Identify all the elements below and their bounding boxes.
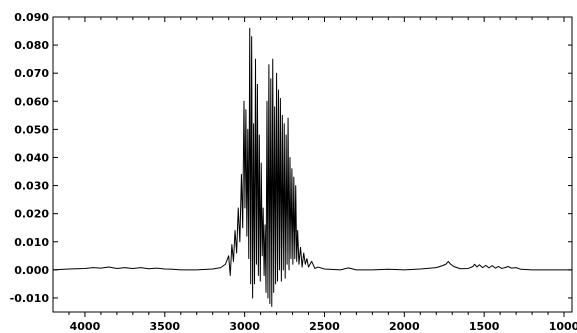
series-layer [52,27,572,307]
y-tick-label: 0.000 [14,264,49,277]
y-tick-label: 0.060 [14,95,49,108]
y-tick-label: -0.010 [10,292,50,305]
y-tick-label: 0.050 [14,123,49,136]
x-tick-label: 2000 [389,320,420,333]
x-tick-label: 3000 [229,320,260,333]
x-tick-label: 2500 [309,320,340,333]
y-tick-label: 0.080 [14,39,49,52]
spectrum-series-line [52,27,572,307]
y-tick-label: 0.020 [14,208,49,221]
y-tick-label: 0.070 [14,67,49,80]
x-tick-label: 3500 [149,320,180,333]
y-tick-label: 0.010 [14,236,49,249]
y-tick-label: 0.090 [14,11,49,24]
top-tick-marks [68,17,565,22]
x-tick-label: 4000 [70,320,101,333]
y-tick-label: 0.040 [14,151,49,164]
x-tick-label: 1500 [469,320,500,333]
x-tick-label: 1000 [549,320,577,333]
x-axis: 4000 3500 3000 2500 2000 1500 1000 [68,312,577,333]
y-tick-label: 0.030 [14,180,49,193]
y-axis: 0.090 0.080 0.070 0.060 0.050 0.040 0.030 0.020… [10,11,58,305]
